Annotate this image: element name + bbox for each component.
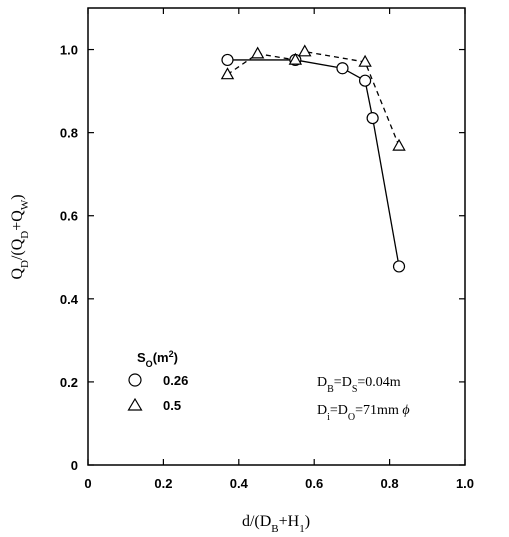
x-axis-title: d/(DB+H1)	[242, 513, 310, 535]
data-point-triangle	[288, 52, 303, 65]
data-point-triangle	[220, 67, 235, 80]
legend-title: SO(m2)	[137, 349, 178, 369]
data-point-triangle	[298, 44, 312, 57]
x-tick-label: 0	[84, 476, 91, 491]
plot-frame	[87, 7, 466, 466]
y-tick-label: 0.4	[60, 292, 79, 307]
x-axis-ticks: 0 0.2 0.4 0.6 0.8 1.0	[84, 8, 474, 491]
data-point-triangle	[392, 138, 406, 151]
y-tick-label: 0.2	[60, 375, 78, 390]
data-point-circle	[358, 74, 372, 87]
y-tick-label: 1.0	[60, 43, 78, 58]
legend-label-series-1: 0.26	[163, 373, 188, 388]
annotation-db-ds: DB=DS=0.04m	[317, 375, 401, 395]
legend: SO(m2) 0.26 0.5	[127, 349, 188, 413]
data-point-circle	[392, 260, 406, 273]
x-tick-label: 0.2	[154, 476, 172, 491]
data-point-circle	[221, 53, 234, 67]
x-tick-label: 1.0	[456, 476, 474, 491]
data-point-triangle	[358, 54, 372, 67]
data-point-triangle	[250, 46, 265, 59]
annotation-di-do: Di=DO=71mm ϕ	[317, 403, 410, 423]
x-tick-label: 0.4	[230, 476, 249, 491]
x-tick-label: 0.8	[381, 476, 399, 491]
legend-marker-triangle	[127, 397, 143, 411]
y-tick-label: 0	[71, 458, 78, 473]
legend-marker-circle	[128, 373, 142, 387]
y-axis-title: QD/(QD+QW)	[9, 194, 31, 279]
series-line-2	[227, 50, 400, 147]
data-point-circle	[366, 111, 379, 125]
y-axis-ticks: 0 0.2 0.4 0.6 0.8 1.0	[60, 43, 465, 473]
y-tick-label: 0.6	[60, 209, 78, 224]
data-point-circle	[336, 62, 349, 75]
y-tick-label: 0.8	[60, 126, 78, 141]
legend-label-series-2: 0.5	[163, 398, 181, 413]
x-tick-label: 0.6	[305, 476, 323, 491]
series-layer	[220, 44, 406, 273]
series-line-1	[227, 59, 400, 267]
